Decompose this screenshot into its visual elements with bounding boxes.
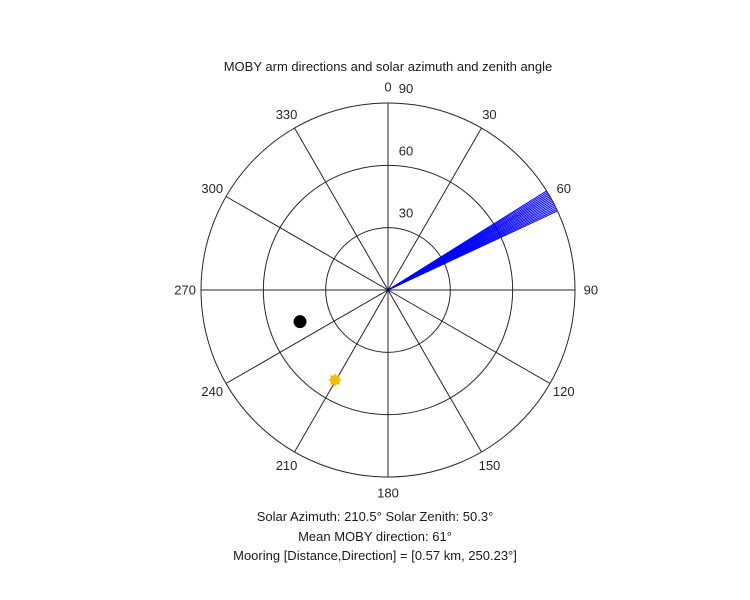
mooring-info-line: Mooring [Distance,Direction] = [0.57 km,… bbox=[233, 548, 517, 563]
angle-tick-label: 30 bbox=[482, 107, 496, 122]
angle-tick-label: 300 bbox=[201, 181, 223, 196]
moby-arm-line bbox=[387, 210, 558, 291]
plot-marks bbox=[293, 190, 558, 387]
angular-grid-line bbox=[294, 127, 389, 291]
angular-grid-line bbox=[387, 289, 482, 453]
angle-tick-label: 210 bbox=[276, 458, 298, 473]
tick-labels: 0 30 60 90 120 150 180 210 240 270 300 330 30 60 90 bbox=[174, 80, 598, 501]
angular-grid-line bbox=[387, 289, 551, 384]
angle-tick-label: 0 bbox=[384, 80, 391, 95]
radial-tick-label: 30 bbox=[399, 206, 413, 221]
sun-marker bbox=[328, 373, 342, 387]
angle-tick-label: 90 bbox=[584, 283, 598, 298]
angle-tick-label: 60 bbox=[556, 181, 570, 196]
angle-tick-label: 270 bbox=[174, 283, 196, 298]
angle-tick-label: 180 bbox=[377, 485, 399, 500]
angle-tick-label: 240 bbox=[201, 384, 223, 399]
angular-grid-line bbox=[294, 289, 389, 453]
angle-tick-label: 150 bbox=[479, 458, 501, 473]
angular-grid-line bbox=[225, 196, 389, 291]
chart-title: MOBY arm directions and solar azimuth an… bbox=[224, 59, 553, 74]
angle-tick-label: 330 bbox=[276, 107, 298, 122]
solar-info-line: Solar Azimuth: 210.5° Solar Zenith: 50.3… bbox=[256, 509, 494, 524]
angular-grid-line bbox=[387, 127, 482, 291]
angle-tick-label: 120 bbox=[553, 384, 575, 399]
radial-tick-label: 90 bbox=[399, 81, 413, 96]
polar-grid bbox=[200, 102, 576, 478]
angular-grid-line bbox=[225, 289, 389, 384]
moby-direction-line: Mean MOBY direction: 61° bbox=[298, 529, 452, 544]
radial-tick-label: 60 bbox=[399, 143, 413, 158]
mooring-marker bbox=[293, 315, 307, 329]
